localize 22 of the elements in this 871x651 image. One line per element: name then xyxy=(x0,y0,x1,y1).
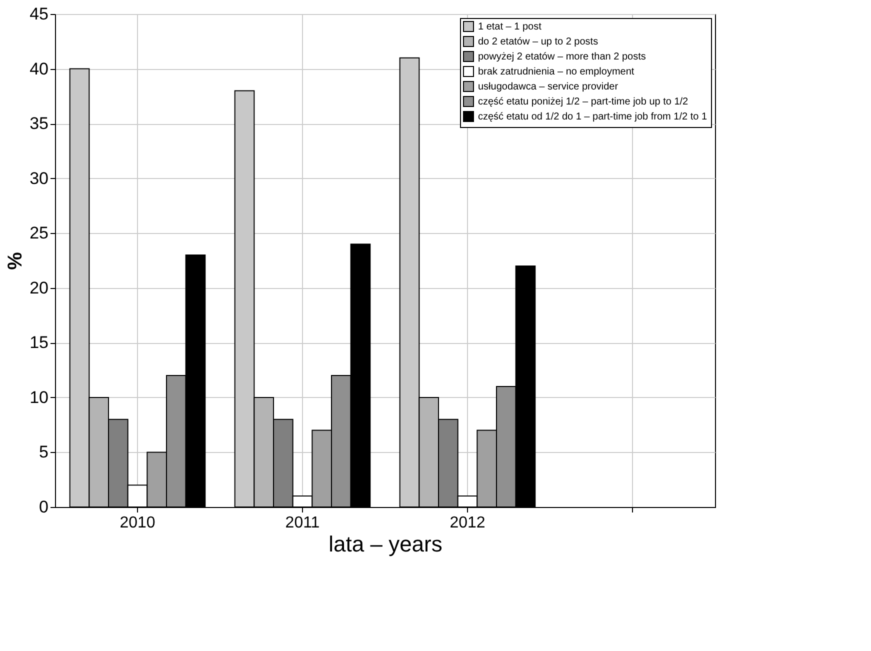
legend-label: 1 etat – 1 post xyxy=(478,22,542,32)
legend-label: usługodawca – service provider xyxy=(478,82,619,92)
y-tick-label: 45 xyxy=(30,4,48,24)
x-tick-label: 2011 xyxy=(285,514,320,532)
y-tick-label: 35 xyxy=(30,114,48,134)
y-tick-label: 30 xyxy=(30,168,48,188)
legend-label: do 2 etatów – up to 2 posts xyxy=(478,36,598,48)
legend-label: powyżej 2 etatów – more than 2 posts xyxy=(478,52,646,62)
y-tick-label: 25 xyxy=(30,224,48,243)
y-tick-label: 20 xyxy=(30,278,48,298)
y-tick-label: 0 xyxy=(39,498,48,516)
x-tick-label: 2012 xyxy=(450,514,486,532)
y-axis-title: % xyxy=(4,252,27,270)
x-tick-label: 2010 xyxy=(120,514,156,532)
x-axis-title: lata – years xyxy=(328,532,442,556)
legend-label: część etatu poniżej 1/2 – part-time job up to 1/2 xyxy=(478,96,689,108)
y-tick-label: 40 xyxy=(30,59,48,78)
legend-label: część etatu od 1/2 do 1 – part-time job from 1/2 to 1 xyxy=(478,112,708,122)
y-tick-label: 10 xyxy=(30,388,48,407)
y-tick-label: 5 xyxy=(39,442,48,462)
y-tick-label: 15 xyxy=(30,333,48,352)
legend-label: brak zatrudnienia – no employment xyxy=(478,66,634,78)
